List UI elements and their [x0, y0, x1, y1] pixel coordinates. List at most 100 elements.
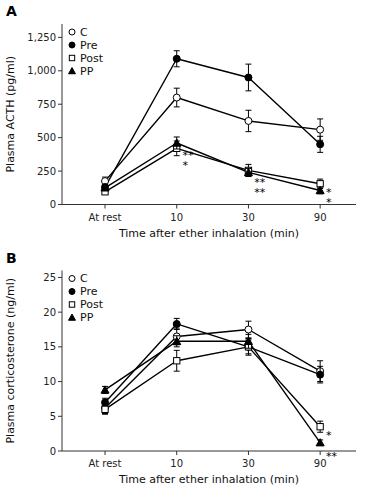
error-bar	[245, 64, 251, 91]
data-point	[317, 424, 323, 430]
y-axis-label: Plasma ACTH (pg/ml)	[4, 56, 17, 173]
error-bar	[174, 318, 180, 329]
x-tick-label: At rest	[89, 458, 122, 469]
error-bar-cap	[245, 64, 251, 65]
x-tick	[320, 205, 321, 209]
x-tick	[176, 451, 177, 455]
y-tick	[58, 416, 62, 417]
legend-label: PP	[80, 311, 94, 324]
error-bar-cap	[245, 355, 251, 356]
error-bar-cap	[245, 110, 251, 111]
y-tick	[58, 204, 62, 205]
legend-marker	[69, 68, 76, 74]
data-point	[244, 168, 252, 175]
error-bar-cap	[245, 348, 251, 349]
x-tick-label: At rest	[89, 212, 122, 223]
y-tick-label: 10	[43, 376, 56, 387]
error-bar-cap	[317, 179, 323, 180]
y-tick	[58, 312, 62, 313]
x-tick	[105, 451, 106, 455]
error-bar-cap	[245, 321, 251, 322]
error-bar-cap	[174, 371, 180, 372]
data-point	[173, 94, 180, 101]
data-point	[316, 186, 324, 193]
data-point	[317, 141, 324, 148]
error-bar-cap	[102, 404, 108, 405]
error-bar-cap	[174, 149, 180, 150]
annotation: *	[326, 429, 332, 442]
x-tick	[176, 205, 177, 209]
error-bar	[317, 361, 323, 382]
error-bar-cap	[317, 118, 323, 119]
x-tick	[105, 205, 106, 209]
error-bar-cap	[174, 50, 180, 51]
y-tick	[58, 104, 62, 105]
legend-marker	[69, 276, 75, 282]
y-tick	[58, 70, 62, 71]
series-line	[105, 98, 320, 182]
error-bar	[317, 421, 323, 432]
x-tick-label: 90	[314, 212, 327, 223]
data-point	[316, 439, 324, 446]
y-tick	[58, 171, 62, 172]
annotation: *	[182, 159, 188, 172]
legend-marker	[69, 289, 75, 295]
error-bar	[245, 110, 251, 131]
y-tick-label: 25	[43, 272, 56, 283]
panel: 02505007501,0001,250At rest103090Time af…	[4, 3, 356, 240]
y-tick	[58, 137, 62, 138]
error-bar-cap	[245, 164, 251, 165]
y-tick-label: 15	[43, 341, 56, 352]
x-tick	[248, 451, 249, 455]
legend-label: Post	[80, 52, 104, 65]
legend-marker	[69, 302, 74, 307]
series-line	[105, 341, 320, 442]
error-bar-cap	[317, 136, 323, 137]
data-point	[245, 117, 252, 124]
data-point	[174, 358, 180, 364]
annotation: **	[254, 186, 265, 199]
data-point	[317, 126, 324, 133]
x-tick-label: 30	[242, 212, 255, 223]
series-line	[105, 148, 320, 191]
error-bar-cap	[317, 432, 323, 433]
x-tick	[248, 205, 249, 209]
error-bar-cap	[174, 318, 180, 319]
legend-marker	[69, 29, 75, 35]
panel-title: A	[6, 3, 17, 19]
panel-title: B	[6, 250, 17, 266]
x-axis	[62, 451, 356, 452]
plot-area	[101, 51, 324, 195]
y-tick	[58, 277, 62, 278]
data-point	[101, 184, 109, 191]
y-tick	[58, 346, 62, 347]
legend: CPrePostPP	[69, 26, 104, 78]
panel: 0510152025At rest103090Time after ether …	[4, 250, 356, 487]
data-point	[102, 406, 108, 412]
data-point	[173, 337, 181, 344]
error-bar	[102, 404, 108, 414]
legend-marker	[69, 42, 75, 48]
error-bar-cap	[174, 346, 180, 347]
error-bar	[102, 402, 108, 413]
figure: 02505007501,0001,250At rest103090Time af…	[0, 0, 366, 493]
y-tick-label: 750	[37, 99, 56, 110]
background	[0, 0, 366, 493]
data-point	[245, 326, 252, 333]
plot-area	[101, 318, 324, 445]
y-tick-label: 20	[43, 307, 56, 318]
error-bar-cap	[174, 106, 180, 107]
y-axis-label: Plasma corticosterone (ng/ml)	[4, 278, 17, 444]
legend-marker	[69, 314, 76, 320]
error-bar	[174, 88, 180, 107]
error-bar-cap	[245, 131, 251, 132]
x-tick-label: 30	[242, 458, 255, 469]
x-tick-label: 10	[170, 212, 183, 223]
y-tick-label: 500	[37, 132, 56, 143]
y-tick-label: 1,250	[27, 32, 56, 43]
annotation: *	[326, 196, 332, 209]
legend-label: C	[80, 272, 88, 285]
y-axis	[62, 271, 63, 452]
y-axis	[62, 24, 63, 205]
error-bar-cap	[317, 152, 323, 153]
